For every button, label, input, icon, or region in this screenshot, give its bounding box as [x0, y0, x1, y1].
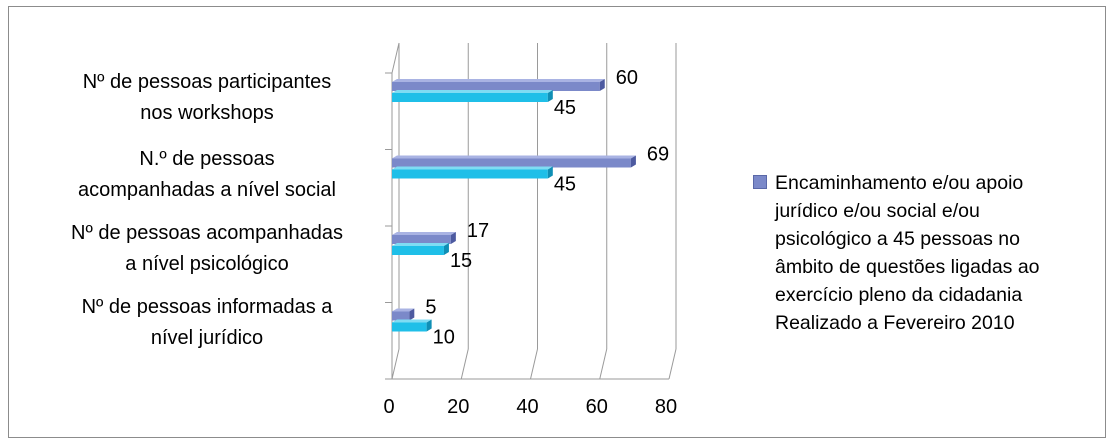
floor-line-0: [391, 348, 400, 380]
category-label-social: N.º de pessoas acompanhadas a nível soci…: [78, 148, 336, 201]
data-label-s1-c2: 69: [647, 144, 669, 166]
bar-top-s1-c1: [392, 79, 605, 82]
x-tick-label-0: 0: [383, 396, 394, 418]
data-label-s2-c3: 15: [450, 250, 472, 272]
data-label-s1-c1: 60: [616, 67, 638, 89]
bar-s2-c4: [392, 322, 427, 332]
legend-label-series-2: Realizado a Fevereiro 2010: [775, 312, 1015, 334]
x-tick-label-20: 20: [447, 396, 469, 418]
floor-line-40: [530, 348, 538, 380]
bar-end-s2-c4: [426, 319, 432, 332]
legend-label: Encaminhamento e/ou apoio jurídico e/ou …: [775, 169, 1115, 337]
x-tick-label-60: 60: [586, 396, 608, 418]
floor-line-80: [668, 348, 677, 380]
floor-line-60: [599, 348, 608, 380]
bar-top-s2-c1: [392, 90, 553, 93]
data-label-s2-c2: 45: [554, 174, 576, 196]
legend-label-series-1: Encaminhamento e/ou apoio jurídico e/ou …: [775, 172, 1040, 306]
data-label-s2-c1: 45: [554, 97, 576, 119]
bar-end-s2-c1: [547, 90, 553, 102]
x-tick-label-80: 80: [655, 396, 677, 418]
bar-top-s1-c4: [392, 308, 415, 312]
category-label-juridico: Nº de pessoas informadas a nível jurídic…: [81, 296, 333, 349]
bar-top-s2-c4: [392, 319, 432, 323]
legend-swatch-series-1: [753, 175, 767, 189]
bar-s1-c2: [392, 158, 631, 168]
bar-top-s2-c3: [392, 243, 449, 246]
bar-top-s1-c2: [392, 155, 636, 159]
bar-s2-c3: [392, 246, 444, 255]
bar-s1-c4: [392, 311, 410, 321]
bar-end-s1-c1: [599, 79, 605, 91]
bar-end-s1-c2: [630, 155, 636, 168]
bar-end-s2-c3: [443, 243, 449, 255]
y-axis-top-edge: [391, 42, 400, 74]
bar-top-s2-c2: [392, 166, 553, 170]
x-tick-label-40: 40: [516, 396, 538, 418]
bar-s2-c1: [392, 93, 548, 102]
category-label-workshops: Nº de pessoas participantes nos workshop…: [82, 71, 332, 124]
data-label-s2-c4: 10: [433, 327, 455, 349]
category-label-psicologico: Nº de pessoas acompanhadas a nível psico…: [71, 222, 343, 275]
bar-s1-c1: [392, 82, 600, 91]
data-label-s1-c4: 5: [425, 297, 436, 319]
data-label-s1-c3: 17: [467, 220, 489, 242]
floor-line-20: [460, 348, 469, 380]
bar-top-s1-c3: [392, 232, 456, 235]
bar-end-s2-c2: [547, 166, 553, 179]
bar-chart: 0 20 40 60 80 60 45 69 45 17 15 5 10: [383, 42, 677, 418]
bar-s1-c3: [392, 235, 451, 244]
bar-s2-c2: [392, 169, 548, 179]
bar-end-s1-c4: [409, 308, 415, 321]
chart-frame: 0 20 40 60 80 60 45 69 45 17 15 5 10 Nº de pessoas p…: [8, 6, 1106, 438]
bar-end-s1-c3: [450, 232, 456, 244]
